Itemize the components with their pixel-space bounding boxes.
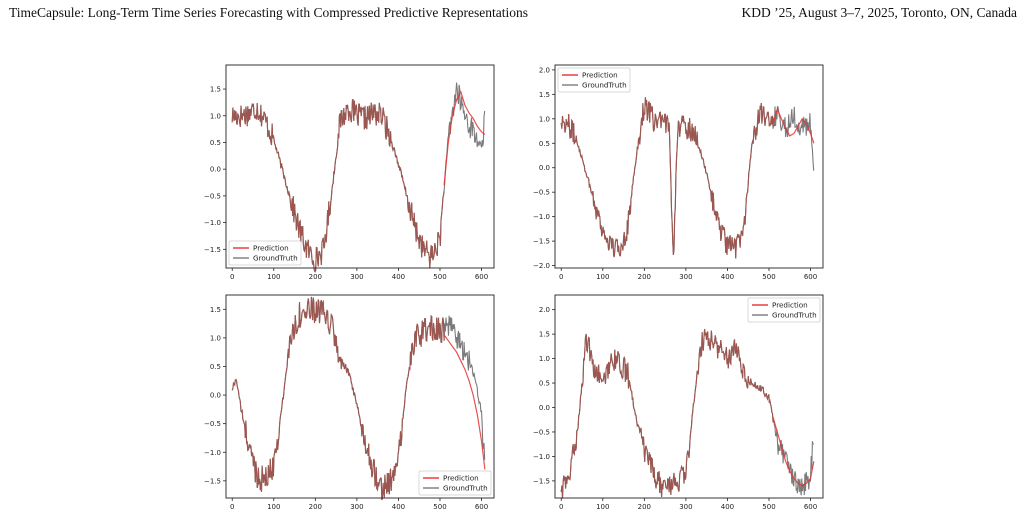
subplot-1: 0 100 200 300 400 500 600 −1.5 −1.0 −0.5 0.0 0.5 1.0… [204,64,495,281]
y-tick-label: 1.5 [210,86,221,94]
legend-box [228,240,302,266]
y-tick-label: 1.0 [539,355,550,363]
x-tick-label: 200 [309,503,322,511]
y-tick-label: 1.5 [539,91,550,99]
x-tick-label: 500 [433,273,446,281]
paper-title-header: TimeCapsule: Long-Term Time Series Forec… [9,5,528,20]
prediction-line [443,90,486,186]
y-tick-label: −0.5 [533,189,550,197]
y-tick-label: −0.5 [533,428,550,436]
x-tick-label: 100 [596,503,609,511]
x-tick-label: 100 [596,273,609,281]
prediction-line [772,417,815,487]
axes-frame [554,294,824,499]
axes-frame [225,294,495,499]
x-tick-label: 500 [762,503,775,511]
x-tick-label: 0 [559,273,563,281]
history-line [560,97,774,259]
y-tick-label: −0.5 [204,420,221,428]
running-head: TimeCapsule: Long-Term Time Series Forec… [9,5,1017,21]
y-tick-label: −1.0 [204,219,221,227]
y-tick-label: 0.0 [539,164,550,172]
x-tick-label: 0 [559,503,563,511]
x-tick-label: 0 [230,503,234,511]
y-tick-label: −1.0 [533,453,550,461]
x-tick-label: 600 [804,503,817,511]
x-tick-label: 400 [721,273,734,281]
legend-box [747,297,821,323]
x-tick-label: 500 [433,503,446,511]
legend-box [418,470,492,496]
prediction-line [443,334,486,470]
groundtruth-line [560,329,814,499]
y-tick-label: 1.0 [539,115,550,123]
legend-box [557,67,631,93]
axes-frame [225,64,495,269]
x-tick-label: 300 [679,273,692,281]
y-tick-label: 1.0 [210,334,221,342]
groundtruth-line [560,97,815,259]
y-tick-label: −0.5 [204,192,221,200]
x-tick-label: 300 [350,503,363,511]
axes-frame [554,64,824,269]
y-tick-label: −1.0 [204,449,221,457]
legend-label-prediction: Prediction [582,71,618,80]
y-tick-label: −1.5 [204,246,221,254]
x-tick-label: 400 [392,273,405,281]
legend-label-groundtruth: GroundTruth [443,484,488,493]
prediction-line [772,107,815,144]
x-tick-label: 100 [267,273,280,281]
x-tick-label: 200 [309,273,322,281]
subplot-3: 0 100 200 300 400 500 600 −1.5 −1.0 −0.5 0.0 0.5 1.0… [204,294,495,511]
conference-header: KDD ’25, August 3–7, 2025, Toronto, ON, … [741,5,1017,20]
x-tick-label: 600 [475,503,488,511]
history-line [231,296,445,501]
x-tick-label: 400 [392,503,405,511]
legend-label-groundtruth: GroundTruth [582,81,627,90]
history-line [231,99,445,273]
y-tick-label: 2.0 [539,306,550,314]
legend-label-prediction: Prediction [443,474,479,483]
y-tick-label: −1.5 [204,477,221,485]
x-tick-label: 500 [762,273,775,281]
y-tick-label: 2.0 [539,66,550,74]
legend-label-prediction: Prediction [253,244,289,253]
y-tick-label: 0.5 [539,380,550,388]
x-tick-label: 100 [267,503,280,511]
y-tick-label: 0.5 [210,363,221,371]
legend-label-groundtruth: GroundTruth [772,311,817,320]
y-tick-label: 0.0 [539,404,550,412]
subplot-4: 0 100 200 300 400 500 600 −1.5 −1.0 −0.5 0.0 0.5 1.0… [533,294,824,511]
y-tick-label: −1.5 [533,477,550,485]
x-tick-label: 200 [638,273,651,281]
x-tick-label: 600 [475,273,488,281]
x-tick-label: 400 [721,503,734,511]
y-tick-label: 0.5 [210,139,221,147]
y-tick-label: −2.0 [533,262,550,270]
x-tick-label: 200 [638,503,651,511]
y-tick-label: 1.5 [539,331,550,339]
x-tick-label: 300 [350,273,363,281]
legend-label-groundtruth: GroundTruth [253,254,298,263]
legend-label-prediction: Prediction [772,301,808,310]
y-tick-label: 0.0 [210,166,221,174]
x-tick-label: 300 [679,503,692,511]
y-tick-label: −1.0 [533,213,550,221]
y-tick-label: −1.5 [533,238,550,246]
y-tick-label: 1.5 [210,306,221,314]
x-tick-label: 0 [230,273,234,281]
subplot-2: 0 100 200 300 400 500 600 −2.0 −1.5 −1.0 −0.5 0.0 0.… [533,64,824,281]
y-tick-label: 0.0 [210,392,221,400]
y-tick-label: 1.0 [210,112,221,120]
history-line [560,329,774,499]
x-tick-label: 600 [804,273,817,281]
y-tick-label: 0.5 [539,140,550,148]
